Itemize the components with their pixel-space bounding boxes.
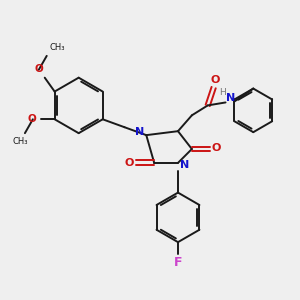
Text: CH₃: CH₃: [50, 44, 65, 52]
Text: CH₃: CH₃: [12, 136, 28, 146]
Text: O: O: [125, 158, 134, 168]
Text: H: H: [219, 88, 226, 97]
Text: O: O: [211, 75, 220, 85]
Text: O: O: [28, 114, 36, 124]
Text: N: N: [180, 160, 190, 170]
Text: N: N: [226, 94, 235, 103]
Text: O: O: [212, 143, 221, 153]
Text: F: F: [174, 256, 182, 269]
Text: N: N: [135, 127, 144, 137]
Text: O: O: [34, 64, 43, 74]
